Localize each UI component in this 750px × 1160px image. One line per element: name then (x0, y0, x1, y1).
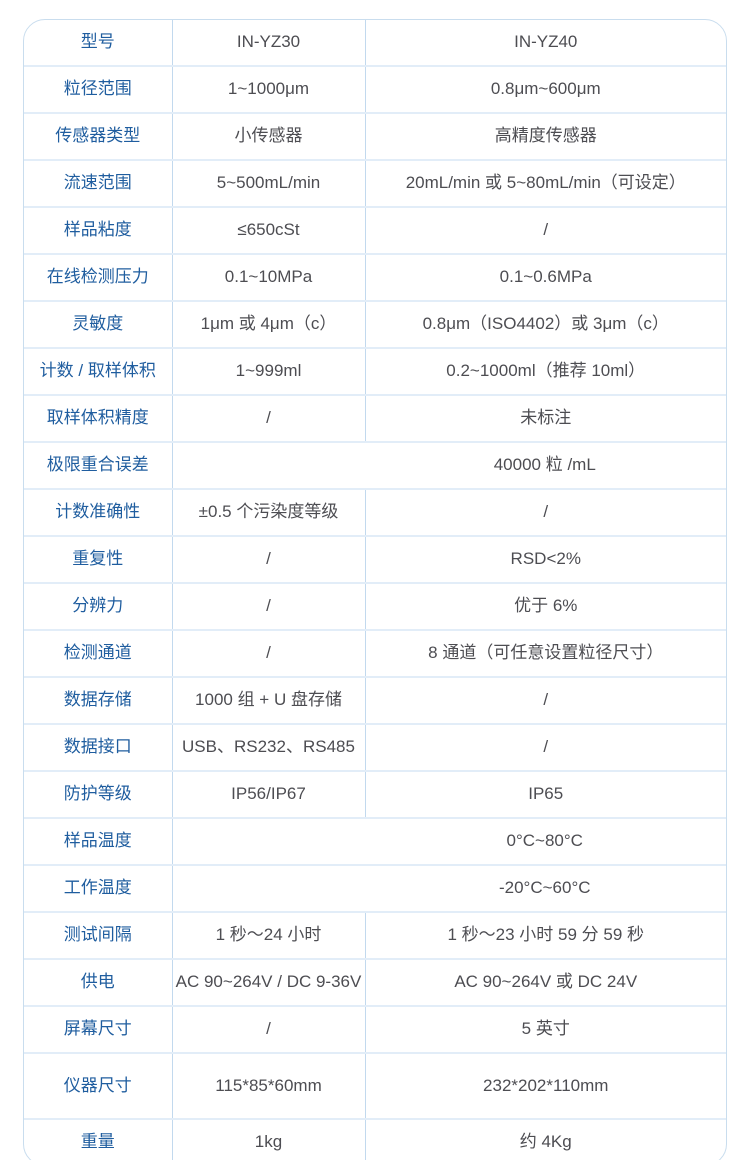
spec-value-yz30: IP56/IP67 (171, 770, 365, 818)
spec-value-yz40: 1 秒～23 小时 59 分 59 秒 (364, 911, 726, 959)
table-row: 型号 IN-YZ30 IN-YZ40 (24, 20, 726, 66)
spec-label: 样品温度 (24, 817, 172, 865)
spec-value-yz40: 8 通道（可任意设置粒径尺寸） (364, 629, 726, 677)
spec-label: 仪器尺寸 (24, 1052, 172, 1119)
spec-label: 样品粘度 (24, 206, 172, 254)
table-row: 传感器类型 小传感器 高精度传感器 (24, 112, 726, 160)
spec-value-yz40: 0.2~1000ml（推荐 10ml） (364, 347, 726, 395)
spec-label: 型号 (80, 32, 115, 52)
spec-value-yz40: 0.1~0.6MPa (364, 253, 726, 301)
spec-value-yz40: 20mL/min 或 5~80mL/min（可设定） (364, 159, 726, 207)
table-row: 极限重合误差 40000 粒 /mL (24, 441, 726, 489)
table-row: 重量 1kg 约 4Kg (24, 1118, 726, 1160)
table-row: 防护等级 IP56/IP67 IP65 (24, 770, 726, 818)
spec-value-yz30: 1~1000μm (171, 65, 365, 113)
spec-value-yz30: / (171, 582, 365, 630)
spec-value-yz40: 未标注 (364, 394, 726, 442)
table-row: 计数准确性 ±0.5 个污染度等级 / (24, 488, 726, 536)
spec-value-yz30: IN-YZ30 (171, 20, 365, 66)
table-row: 计数 / 取样体积 1~999ml 0.2~1000ml（推荐 10ml） (24, 347, 726, 395)
spec-value-yz30: 小传感器 (171, 112, 365, 160)
table-row: 重复性 / RSD<2% (24, 535, 726, 583)
spec-value-merged: 40000 粒 /mL (171, 441, 726, 489)
spec-value-yz40: 0.8μm~600μm (364, 65, 726, 113)
table-row: 数据接口 USB、RS232、RS485 / (24, 723, 726, 771)
spec-comparison-table: 型号 IN-YZ30 IN-YZ40 粒径范围 1~1000μm 0.8μm~6… (23, 19, 727, 1160)
spec-value-yz40: 高精度传感器 (364, 112, 726, 160)
spec-value-yz40: 0.8μm（ISO4402）或 3μm（c） (364, 300, 726, 348)
spec-value-yz30: / (171, 394, 365, 442)
spec-value-yz30: USB、RS232、RS485 (171, 723, 365, 771)
table-row: 取样体积精度 / 未标注 (24, 394, 726, 442)
table-row: 仪器尺寸 115*85*60mm 232*202*110mm (24, 1052, 726, 1119)
spec-label: 计数准确性 (24, 488, 172, 536)
table-row: 分辨力 / 优于 6% (24, 582, 726, 630)
spec-value-yz30: ±0.5 个污染度等级 (171, 488, 365, 536)
table-row: 数据存储 1000 组 + U 盘存储 / (24, 676, 726, 724)
spec-value-yz30: 1~999ml (171, 347, 365, 395)
spec-value-yz40: 约 4Kg (364, 1118, 726, 1160)
spec-value-merged: -20°C~60°C (171, 864, 726, 912)
spec-value-yz30: 1 秒～24 小时 (171, 911, 365, 959)
spec-table: 型号 IN-YZ30 IN-YZ40 粒径范围 1~1000μm 0.8μm~6… (24, 20, 726, 1160)
spec-value-yz40: / (364, 206, 726, 254)
spec-value-yz30: 0.1~10MPa (171, 253, 365, 301)
spec-value-yz30: ≤650cSt (171, 206, 365, 254)
table-row: 样品温度 0°C~80°C (24, 817, 726, 865)
spec-label: 分辨力 (24, 582, 172, 630)
spec-value-yz30: 5~500mL/min (171, 159, 365, 207)
table-row: 在线检测压力 0.1~10MPa 0.1~0.6MPa (24, 253, 726, 301)
table-row: 供电 AC 90~264V / DC 9-36V AC 90~264V 或 DC… (24, 958, 726, 1006)
spec-label: 计数 / 取样体积 (24, 347, 172, 395)
spec-value-yz30: 1μm 或 4μm（c） (171, 300, 365, 348)
spec-label: 数据接口 (24, 723, 172, 771)
table-row: 灵敏度 1μm 或 4μm（c） 0.8μm（ISO4402）或 3μm（c） (24, 300, 726, 348)
spec-value-yz40: 5 英寸 (364, 1005, 726, 1053)
spec-value-yz30: 1kg (171, 1118, 365, 1160)
spec-value-yz40: / (364, 676, 726, 724)
spec-label: 测试间隔 (24, 911, 172, 959)
spec-label: 流速范围 (24, 159, 172, 207)
spec-value-yz30: / (171, 535, 365, 583)
spec-value-yz40: AC 90~264V 或 DC 24V (364, 958, 726, 1006)
spec-label: 取样体积精度 (24, 394, 172, 442)
spec-label: 传感器类型 (24, 112, 172, 160)
table-row: 流速范围 5~500mL/min 20mL/min 或 5~80mL/min（可… (24, 159, 726, 207)
spec-value-yz40: IN-YZ40 (364, 20, 726, 66)
spec-label: 重复性 (24, 535, 172, 583)
spec-label: 防护等级 (24, 770, 172, 818)
spec-label: 在线检测压力 (24, 253, 172, 301)
spec-label: 灵敏度 (24, 300, 172, 348)
spec-value-yz30: / (171, 629, 365, 677)
spec-value-yz40: 232*202*110mm (364, 1052, 726, 1119)
table-row: 测试间隔 1 秒～24 小时 1 秒～23 小时 59 分 59 秒 (24, 911, 726, 959)
spec-label: 重量 (24, 1118, 172, 1160)
table-row: 粒径范围 1~1000μm 0.8μm~600μm (24, 65, 726, 113)
spec-label: 工作温度 (24, 864, 172, 912)
spec-label: 数据存储 (24, 676, 172, 724)
spec-label: 供电 (24, 958, 172, 1006)
spec-value-yz40: / (364, 488, 726, 536)
spec-value-yz30: AC 90~264V / DC 9-36V (171, 958, 365, 1006)
table-row: 检测通道 / 8 通道（可任意设置粒径尺寸） (24, 629, 726, 677)
table-row: 屏幕尺寸 / 5 英寸 (24, 1005, 726, 1053)
spec-label: 极限重合误差 (24, 441, 172, 489)
spec-value-yz30: / (171, 1005, 365, 1053)
spec-value-merged: 0°C~80°C (171, 817, 726, 865)
spec-value-yz40: IP65 (364, 770, 726, 818)
table-row: 工作温度 -20°C~60°C (24, 864, 726, 912)
spec-value-yz40: / (364, 723, 726, 771)
spec-value-yz30: 115*85*60mm (171, 1052, 365, 1119)
spec-value-yz40: 优于 6% (364, 582, 726, 630)
table-row: 样品粘度 ≤650cSt / (24, 206, 726, 254)
spec-label: 检测通道 (24, 629, 172, 677)
spec-value-yz40: RSD<2% (364, 535, 726, 583)
spec-label: 粒径范围 (24, 65, 172, 113)
spec-value-yz30: 1000 组 + U 盘存储 (171, 676, 365, 724)
spec-label: 屏幕尺寸 (24, 1005, 172, 1053)
